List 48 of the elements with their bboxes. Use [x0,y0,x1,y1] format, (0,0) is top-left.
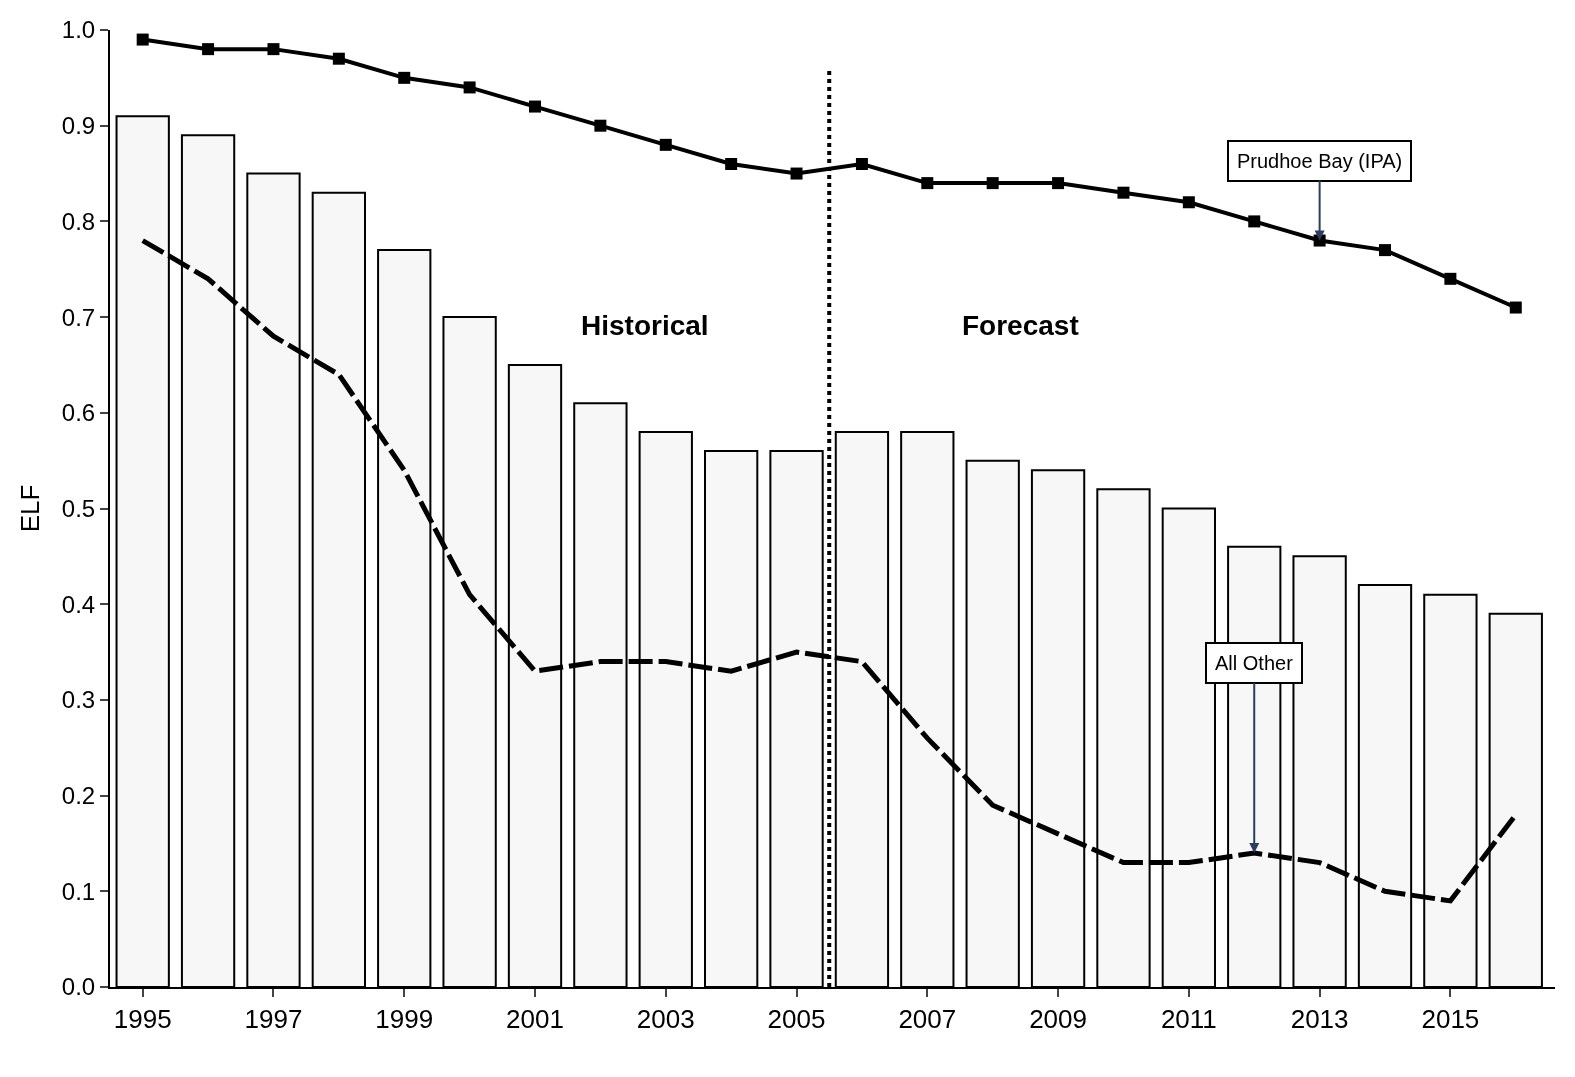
point [332,52,345,65]
annotation: Forecast [962,310,1079,341]
point [1052,177,1065,190]
point [1117,186,1130,199]
y-tick-label: 0.2 [61,782,96,809]
x-tick-label: 2003 [636,1004,695,1035]
point [790,167,803,180]
y-axis-title: ELF [14,484,45,533]
y-tick-label: 0.6 [61,399,96,427]
point [1509,301,1522,314]
x-tick-label: 2011 [1160,1004,1217,1035]
y-tick-label: 1.0 [61,16,96,44]
y-tick-label: 0.5 [61,494,96,522]
point [398,71,411,84]
point [1379,244,1391,257]
x-tick-label: 2015 [1421,1004,1480,1035]
x-tick-label: 2013 [1290,1004,1349,1035]
point [529,100,541,113]
y-tick-label: 0.3 [61,686,96,714]
x-tick-label: 2007 [898,1004,957,1035]
point [986,177,999,190]
point [202,43,215,56]
point [267,43,280,56]
point [1248,215,1261,228]
point [659,138,672,151]
y-tick-label: 0.9 [61,112,96,140]
y-tick-label: 0.8 [61,207,96,235]
y-tick-label: 0.0 [61,973,96,1001]
x-tick-label: 1995 [113,1004,172,1035]
point [463,81,476,94]
x-tick-label: 2005 [767,1004,826,1035]
point [1444,272,1457,285]
point [855,157,868,170]
x-tick-label: 2001 [506,1004,564,1035]
x-tick-label: 2009 [1029,1004,1087,1035]
point [594,119,607,132]
point [725,157,738,170]
x-tick-label: 1999 [375,1004,434,1035]
x-tick-label: 1997 [244,1004,303,1035]
point [1182,196,1195,209]
y-tick-label: 0.1 [61,877,96,905]
annotation: Historical [581,310,709,341]
point [136,33,149,46]
annotation: All Other [1215,652,1294,674]
annotation: Prudhoe Bay (IPA) [1237,150,1403,172]
y-tick-label: 0.4 [61,590,96,618]
point [921,177,934,190]
y-tick-label: 0.7 [61,303,96,331]
